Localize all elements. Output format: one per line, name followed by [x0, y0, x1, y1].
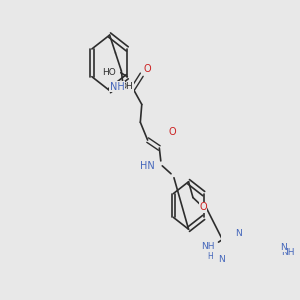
Text: HN: HN: [140, 161, 155, 171]
Text: H: H: [207, 251, 213, 260]
Text: N: N: [280, 243, 287, 252]
Text: HO: HO: [102, 68, 116, 77]
Text: NH: NH: [281, 248, 295, 256]
Text: O: O: [144, 64, 152, 74]
Text: N: N: [235, 229, 242, 238]
Text: O: O: [169, 127, 176, 137]
Text: OH: OH: [120, 82, 134, 91]
Text: NH: NH: [202, 242, 215, 250]
Text: O: O: [200, 202, 207, 212]
Text: N: N: [218, 256, 225, 265]
Text: NH: NH: [110, 82, 124, 92]
